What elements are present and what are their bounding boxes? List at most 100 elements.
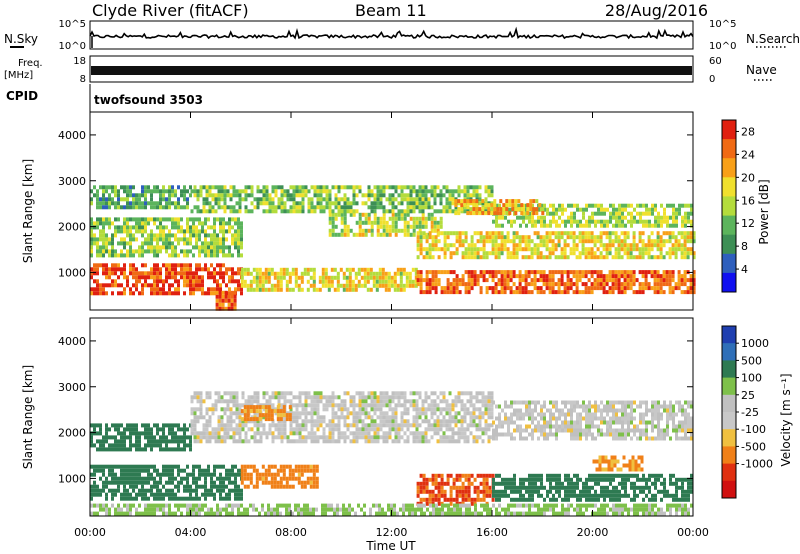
heatmap-cell xyxy=(569,231,573,236)
heatmap-cell xyxy=(421,407,425,412)
heatmap-cell xyxy=(498,420,501,425)
heatmap-cell xyxy=(195,271,198,276)
heatmap-cell xyxy=(171,464,174,469)
heatmap-cell xyxy=(412,439,416,444)
heatmap-cell xyxy=(594,436,597,441)
heatmap-cell xyxy=(397,439,401,444)
heatmap-cell xyxy=(205,197,209,202)
heatmap-cell xyxy=(156,267,159,272)
heatmap-cell xyxy=(231,237,234,242)
heatmap-cell xyxy=(102,233,105,238)
heatmap-cell xyxy=(171,423,174,428)
heatmap-cell xyxy=(153,221,156,226)
heatmap-cell xyxy=(295,423,299,428)
heatmap-cell xyxy=(208,395,212,400)
heatmap-cell xyxy=(256,391,260,396)
heatmap-cell xyxy=(111,468,114,473)
heatmap-cell xyxy=(662,231,666,236)
heatmap-cell xyxy=(370,220,374,225)
heatmap-cell xyxy=(419,247,423,252)
heatmap-cell xyxy=(138,193,141,198)
heatmap-cell xyxy=(198,221,201,226)
heatmap-cell xyxy=(376,423,380,428)
heatmap-cell xyxy=(515,286,519,291)
heatmap-cell xyxy=(433,407,437,412)
heatmap-cell xyxy=(653,255,657,260)
heatmap-cell xyxy=(223,193,227,198)
heatmap-cell xyxy=(301,403,305,408)
heatmap-cell xyxy=(675,436,678,441)
heatmap-cell xyxy=(195,245,198,250)
heatmap-cell xyxy=(262,201,266,206)
heatmap-cell xyxy=(525,436,528,441)
heatmap-cell xyxy=(205,407,209,412)
heatmap-cell xyxy=(484,189,488,194)
heatmap-cell xyxy=(481,411,485,416)
heatmap-cell xyxy=(461,255,465,260)
heatmap-cell xyxy=(123,480,126,485)
heatmap-cell xyxy=(660,219,663,224)
heatmap-cell xyxy=(138,435,141,440)
heatmap-cell xyxy=(662,290,666,295)
heatmap-cell xyxy=(561,219,564,224)
heatmap-cell xyxy=(193,435,197,440)
heatmap-cell xyxy=(105,275,108,280)
heatmap-cell xyxy=(318,279,322,284)
heatmap-cell xyxy=(280,391,284,396)
heatmap-cell xyxy=(683,235,687,240)
heatmap-cell xyxy=(198,472,201,477)
heatmap-cell xyxy=(102,217,105,222)
heatmap-cell xyxy=(642,432,645,437)
heatmap-cell xyxy=(90,287,93,292)
heatmap-cell xyxy=(265,185,269,190)
heatmap-cell xyxy=(240,241,243,246)
heatmap-cell xyxy=(132,427,135,432)
heatmap-cell xyxy=(430,435,434,440)
heatmap-cell xyxy=(108,443,111,448)
heatmap-cell xyxy=(232,189,236,194)
heatmap-cell xyxy=(271,419,275,424)
heatmap-cell xyxy=(196,209,200,214)
heatmap-cell xyxy=(168,241,171,246)
heatmap-cell xyxy=(431,270,435,275)
heatmap-cell xyxy=(572,282,576,287)
heatmap-cell xyxy=(510,404,513,409)
heatmap-cell xyxy=(627,211,630,216)
heatmap-cell xyxy=(612,420,615,425)
heatmap-cell xyxy=(665,251,669,256)
heatmap-cell xyxy=(114,423,117,428)
heatmap-cell xyxy=(247,209,251,214)
heatmap-cell xyxy=(518,274,522,279)
heatmap-cell xyxy=(168,263,171,268)
heatmap-cell xyxy=(298,415,302,420)
heatmap-cell xyxy=(645,223,648,228)
heatmap-cell xyxy=(225,492,228,497)
heatmap-cell xyxy=(668,239,672,244)
heatmap-cell xyxy=(581,274,585,279)
heatmap-cell xyxy=(621,207,624,212)
heatmap-cell xyxy=(202,427,206,432)
heatmap-cell xyxy=(102,468,105,473)
heatmap-cell xyxy=(487,395,491,400)
heatmap-cell xyxy=(286,399,290,404)
heatmap-cell xyxy=(307,391,311,396)
heatmap-cell xyxy=(478,197,482,202)
heatmap-cell xyxy=(484,211,488,216)
heatmap-cell xyxy=(382,205,386,210)
heatmap-cell xyxy=(291,271,295,276)
heatmap-cell xyxy=(627,424,630,429)
heatmap-cell xyxy=(222,233,225,238)
heatmap-cell xyxy=(246,283,250,288)
heatmap-cell xyxy=(484,419,488,424)
heatmap-cell xyxy=(683,243,687,248)
heatmap-cell xyxy=(558,215,561,220)
heatmap-cell xyxy=(449,282,453,287)
heatmap-cell xyxy=(415,197,419,202)
heatmap-cell xyxy=(663,436,666,441)
heatmap-cell xyxy=(258,283,262,288)
heatmap-cell xyxy=(237,229,240,234)
heatmap-cell xyxy=(277,201,281,206)
heatmap-cell xyxy=(424,201,428,206)
heatmap-cell xyxy=(651,416,654,421)
heatmap-cell xyxy=(394,423,398,428)
